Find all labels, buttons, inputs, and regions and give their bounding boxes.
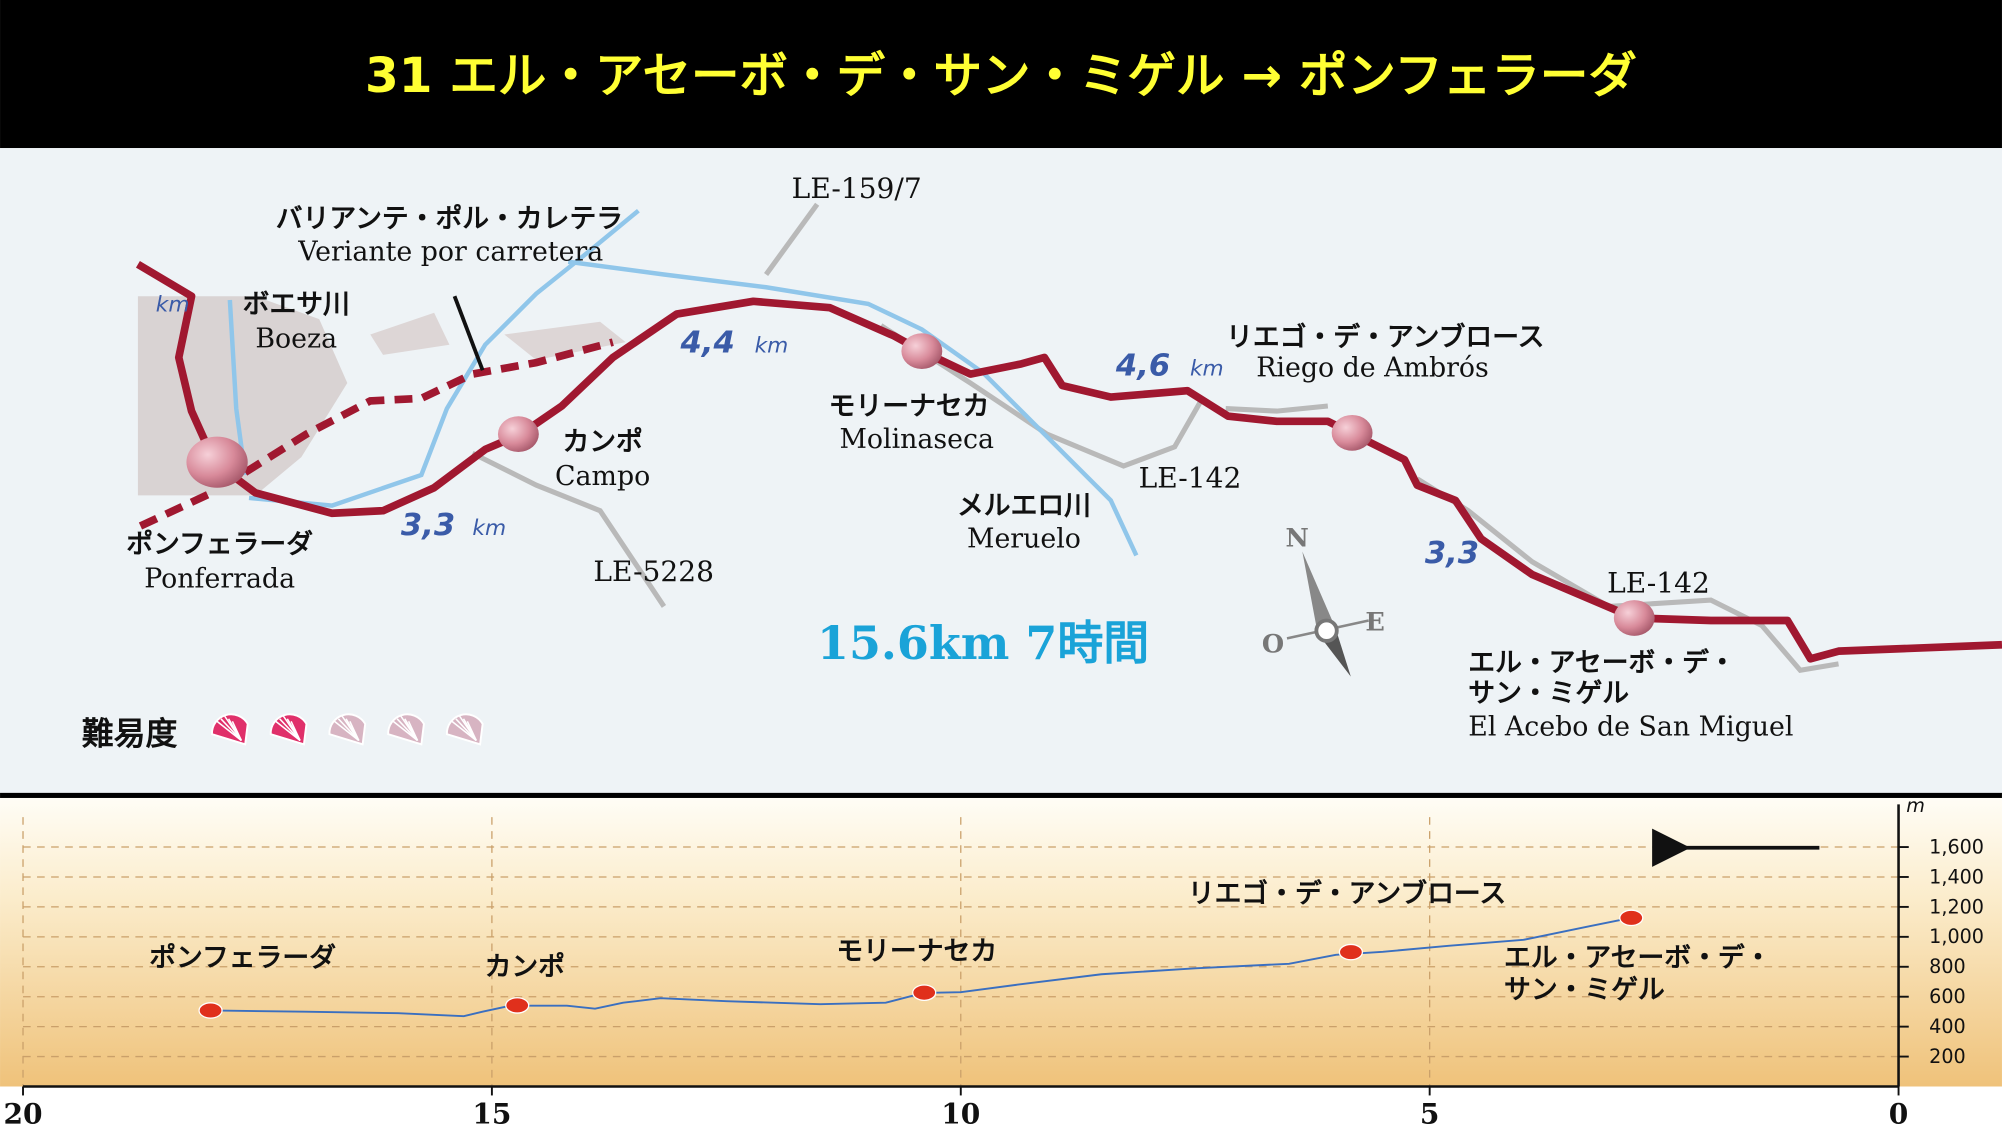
variant-name-ja: バリアンテ・ポル・カレテラ	[276, 203, 623, 234]
compass-n: N	[1286, 523, 1309, 553]
road-label: LE-159/7	[792, 172, 922, 205]
y-tick-label: 600	[1929, 985, 1966, 1008]
map-bg	[0, 148, 2002, 795]
place-label: モリーナセカ	[836, 936, 997, 967]
shell-rib	[396, 718, 419, 742]
place-marker	[497, 416, 539, 452]
distance-unit: km	[472, 516, 506, 541]
place-name: Ponferrada	[144, 563, 295, 594]
x-tick-label: 15	[472, 1098, 511, 1128]
compass-e: E	[1365, 608, 1384, 638]
shell-rib	[349, 721, 360, 741]
x-tick-label: 20	[3, 1098, 42, 1128]
header-bar	[0, 0, 2002, 149]
roads	[471, 202, 1839, 674]
place-label: カンポ	[485, 951, 565, 982]
shell-rib	[466, 721, 477, 741]
y-tick-label: 1,000	[1929, 925, 1984, 948]
x-tick-label: 5	[1420, 1098, 1440, 1128]
distance-unit: km	[755, 333, 789, 358]
x-tick-label: 0	[1889, 1098, 1909, 1128]
variant-route	[138, 338, 614, 530]
distance-value: 4,6	[1115, 348, 1170, 383]
road-label: LE-5228	[593, 555, 714, 588]
variant-name: Veriante por carretera	[297, 236, 603, 267]
distance-value: 3,3	[401, 508, 455, 543]
place-marker	[1619, 909, 1644, 927]
main-route	[135, 260, 2002, 663]
place-marker	[198, 1002, 223, 1019]
shell-rib	[337, 718, 360, 742]
compass-w: O	[1262, 629, 1284, 659]
place-label: ポンフェラーダ	[149, 941, 336, 973]
river-name-ja: メルエロ川	[957, 491, 1091, 522]
road-label: LE-142	[1139, 462, 1242, 495]
place-name: Molinaseca	[839, 424, 994, 455]
river-name-ja: ボエサ川	[243, 289, 350, 320]
road-label: LE-142	[1607, 566, 1710, 599]
shell	[269, 713, 308, 746]
elevation-profile: 200 400 600 800 1,000 1,200 1,400 1,600 20 15 10 5 0…	[3, 794, 1984, 1128]
place-name: Riego de Ambrós	[1256, 353, 1489, 384]
place-name: El Acebo de San Miguel	[1468, 711, 1793, 742]
place-name-ja: サン・ミゲル	[1468, 678, 1629, 709]
distance-value: 4,4	[680, 325, 735, 360]
place-marker	[186, 436, 248, 488]
compass: N O E	[1262, 523, 1385, 677]
shell	[211, 713, 249, 746]
place-name-ja: ポンフェラーダ	[126, 528, 313, 560]
shell-rib	[407, 721, 419, 741]
place-label: サン・ミゲル	[1504, 974, 1665, 1005]
distance-unit: km	[156, 293, 190, 318]
shell-rib	[290, 721, 301, 741]
shell-rib	[279, 718, 301, 742]
shell-rib	[455, 718, 477, 742]
place-name-ja: カンポ	[562, 427, 642, 458]
place-name-ja: モリーナセカ	[829, 391, 990, 422]
place-marker	[901, 333, 943, 369]
difficulty-shells	[211, 713, 484, 746]
compass-center	[1314, 618, 1339, 643]
distance-value: 3,3	[1425, 536, 1479, 571]
y-tick-label: 400	[1929, 1015, 1966, 1038]
profile-line	[210, 916, 1632, 1018]
place-label: リエゴ・デ・アンブロース	[1188, 878, 1506, 910]
shell-rib	[220, 718, 242, 742]
place-marker	[912, 984, 937, 1001]
summary: 15.6km 7時間	[817, 616, 1149, 670]
place-marker	[1613, 600, 1655, 636]
shell-rib	[231, 721, 243, 741]
shell	[387, 713, 425, 746]
place-marker	[505, 997, 530, 1014]
y-tick-label: 1,600	[1929, 835, 1984, 858]
title: 31 エル・アセーボ・デ・サン・ミゲル → ポンフェラーダ	[365, 48, 1637, 104]
place-label: エル・アセーボ・デ・	[1504, 941, 1771, 973]
distance-unit: km	[1190, 356, 1224, 381]
x-tick-label: 10	[941, 1098, 980, 1128]
shell	[445, 713, 484, 746]
map: バリアンテ・ポル・カレテラ Veriante por carretera LE-…	[0, 148, 2002, 795]
place-marker	[1338, 943, 1364, 961]
difficulty-label: 難易度	[82, 714, 178, 752]
compass-needle	[1302, 551, 1336, 634]
y-tick-label: 800	[1929, 955, 1966, 978]
y-tick-label: 200	[1929, 1045, 1966, 1068]
place-name: Campo	[555, 461, 650, 492]
pointer-line	[452, 295, 485, 371]
place-marker	[1331, 414, 1373, 451]
y-tick-label: 1,400	[1929, 865, 1984, 888]
place-name-ja: エル・アセーボ・デ・	[1468, 647, 1735, 679]
place-name-ja: リエゴ・デ・アンブロース	[1226, 321, 1544, 353]
y-tick-label: 1,200	[1929, 895, 1984, 918]
y-unit: m	[1906, 794, 1925, 817]
shell	[328, 713, 367, 746]
river-name: Boeza	[255, 323, 337, 354]
river-name: Meruelo	[967, 524, 1081, 555]
urban-area	[370, 312, 626, 361]
